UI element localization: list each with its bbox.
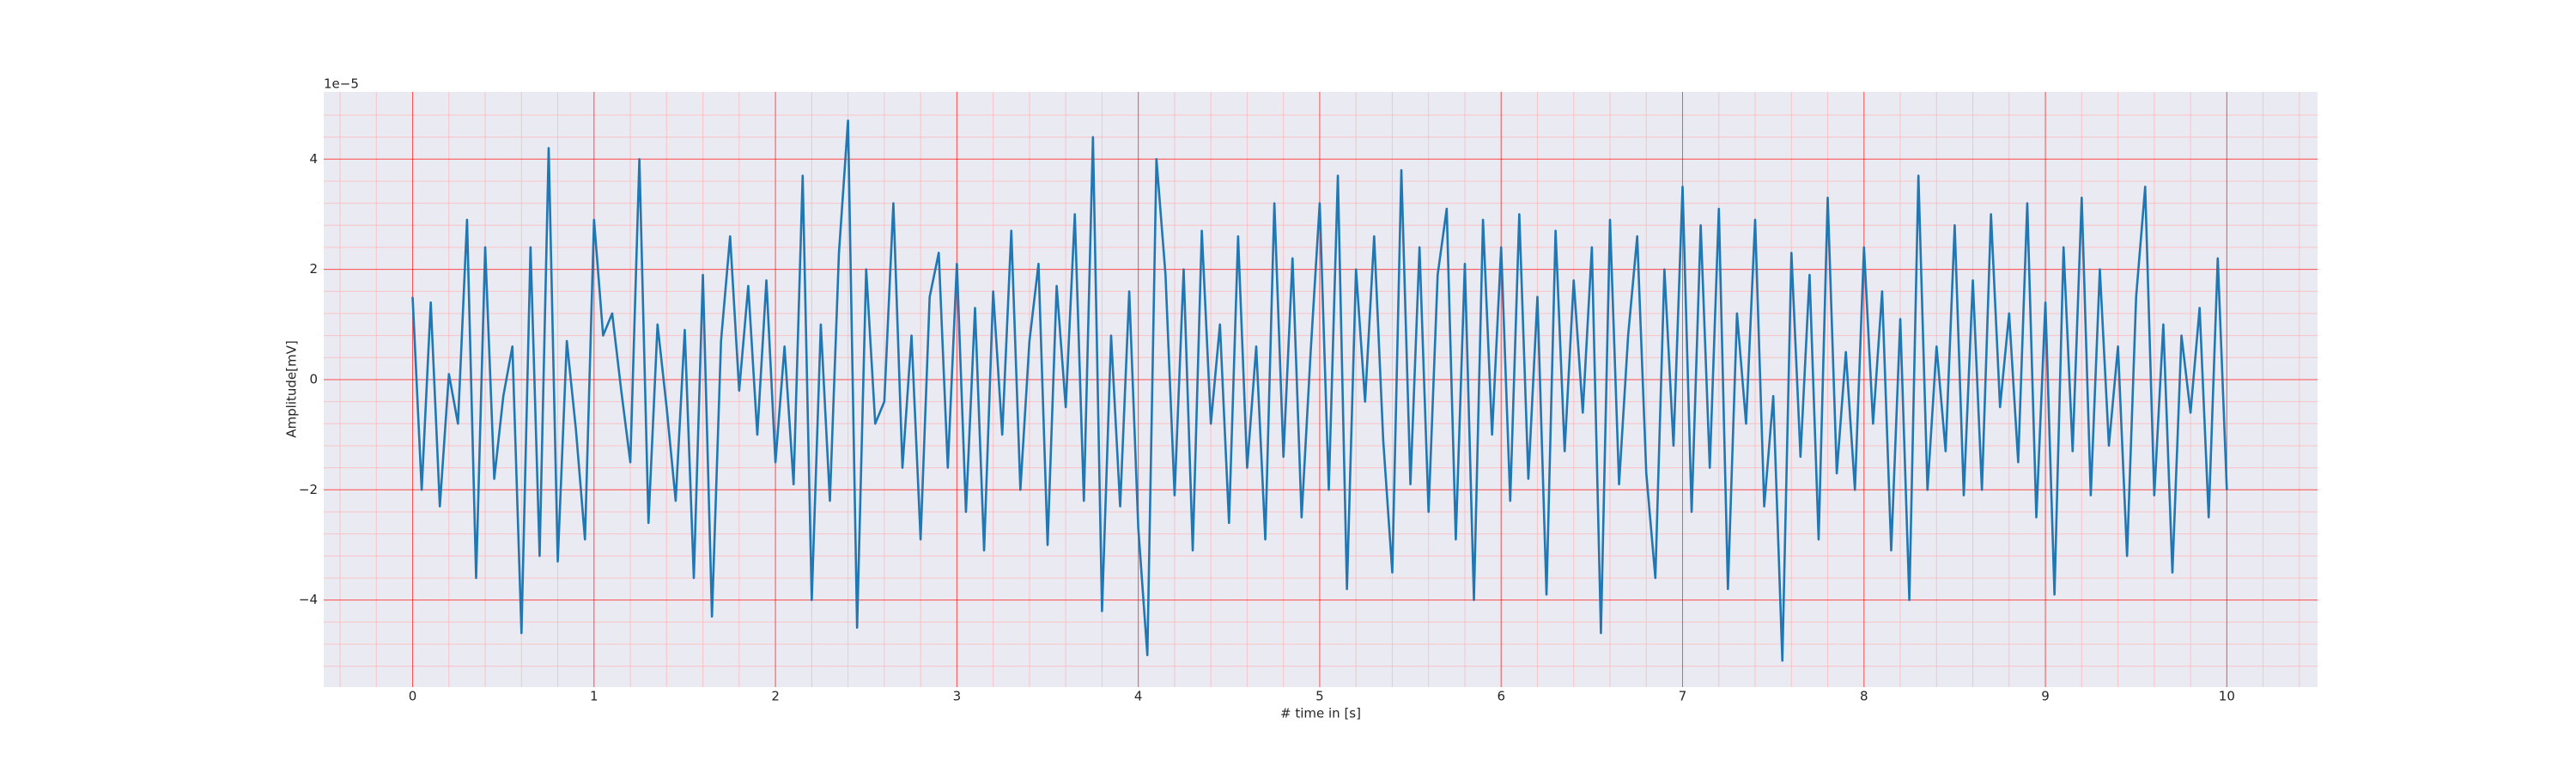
x-tick-label: 9: [2041, 689, 2050, 704]
x-tick-label: 3: [953, 689, 962, 704]
x-tick-label: 4: [1134, 689, 1143, 704]
x-tick-label: 1: [590, 689, 598, 704]
y-tick-label: 2: [309, 261, 318, 277]
x-tick-label: 2: [771, 689, 780, 704]
y-tick-label: −4: [299, 592, 318, 607]
x-tick-label: 5: [1315, 689, 1324, 704]
x-tick-label: 10: [2219, 689, 2235, 704]
x-axis-label: # time in [s]: [1280, 706, 1361, 721]
y-tick-label: 0: [309, 371, 318, 386]
x-tick-label: 7: [1679, 689, 1687, 704]
x-tick-label: 0: [409, 689, 417, 704]
y-tick-label: 4: [309, 151, 318, 167]
y-axis-label: Amplitude[mV]: [284, 340, 300, 437]
y-tick-label: −2: [299, 482, 318, 497]
signal-line: [411, 119, 2228, 662]
x-tick-label: 6: [1497, 689, 1505, 704]
x-tick-label: 8: [1860, 689, 1868, 704]
y-offset-label: 1e−5: [324, 76, 359, 92]
